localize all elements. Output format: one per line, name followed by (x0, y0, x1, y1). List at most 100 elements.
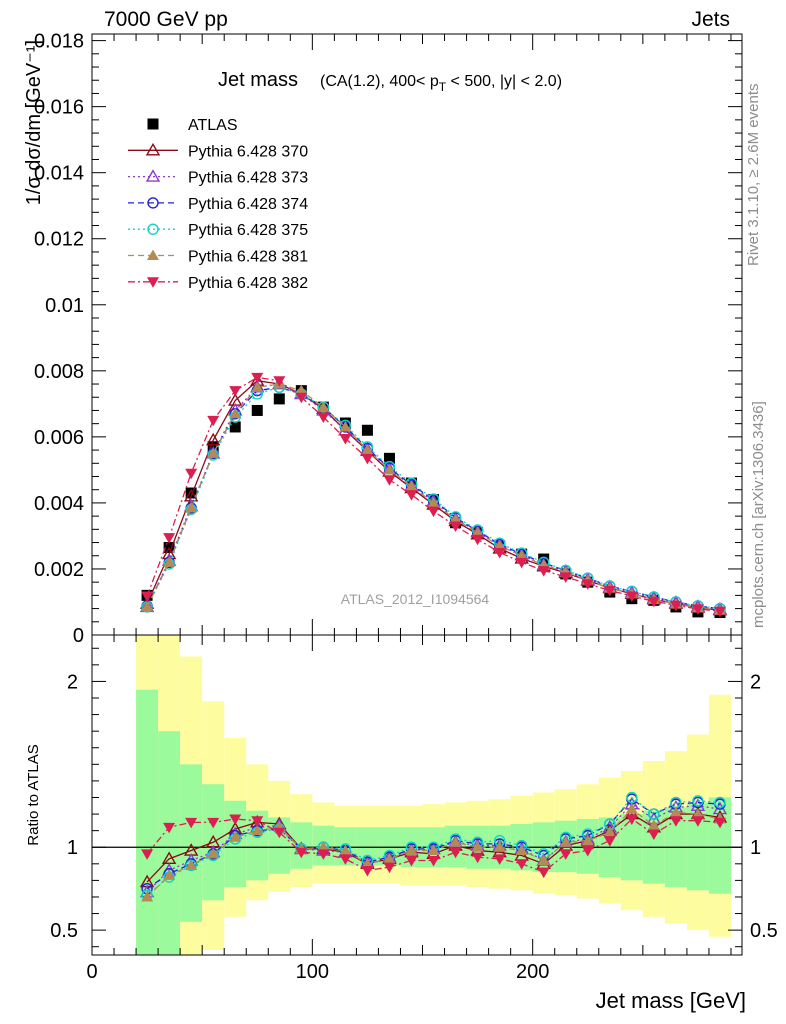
point-p382 (273, 376, 286, 387)
ratio-point-p375 (648, 808, 660, 820)
ratio-point-p375 (626, 791, 638, 804)
ratio-point-p381 (647, 819, 660, 831)
ratio-point-p382 (185, 817, 198, 829)
ratio-point-p382 (581, 846, 594, 857)
ratio-line-p382 (146, 818, 721, 873)
top-y-tick-label: 0.01 (45, 295, 84, 317)
point-p382 (207, 415, 220, 427)
ratio-y-tick-label-right: 0.5 (750, 920, 778, 942)
point-p381 (251, 381, 264, 392)
point-p382 (537, 566, 550, 577)
ratio-point-p381 (141, 890, 154, 902)
top-y-tick-label: 0.006 (34, 427, 84, 449)
x-axis-label: Jet mass [GeV] (596, 988, 746, 1013)
point-p382 (669, 600, 682, 612)
legend-label-p382: Pythia 6.428 382 (188, 275, 308, 292)
green-band-bin (356, 827, 379, 866)
point-p381 (405, 480, 418, 491)
legend-marker-ATLAS (147, 118, 159, 130)
chart-title: Jet mass (218, 69, 298, 91)
ratio-point-p382 (229, 814, 242, 826)
ratio-point-p381 (185, 859, 198, 870)
ratio-point-p381 (493, 841, 506, 852)
ratio-y-tick-label-right: 2 (750, 671, 761, 693)
point-p381 (493, 539, 506, 551)
ratio-point-p382 (515, 859, 528, 870)
point-p382 (449, 521, 462, 533)
ratio-point-p381 (449, 836, 462, 847)
series-line-p373 (146, 383, 721, 610)
analysis-watermark: ATLAS_2012_I1094564 (341, 591, 490, 607)
point-p382 (427, 506, 440, 518)
point-p382 (251, 372, 264, 384)
point-p382 (581, 579, 594, 590)
top-y-tick-label: 0.008 (34, 361, 84, 383)
point-p381 (141, 600, 154, 612)
point-p382 (295, 392, 308, 404)
point-p381 (295, 384, 308, 396)
point-p381 (427, 496, 440, 508)
legend-label-p373: Pythia 6.428 373 (188, 170, 308, 187)
ratio-point-p382 (669, 816, 682, 827)
point-ATLAS (251, 404, 263, 416)
ratio-point-p382 (691, 816, 704, 827)
header-right: Jets (691, 8, 730, 31)
legend-marker-p381 (147, 249, 159, 260)
point-p382 (141, 591, 154, 603)
ratio-point-p381 (383, 852, 396, 864)
ratio-point-p381 (427, 844, 440, 856)
ratio-y-tick-label-right: 1 (750, 837, 761, 859)
point-p382 (559, 572, 572, 583)
point-p382 (339, 434, 352, 445)
ratio-point-p381 (471, 841, 484, 852)
ratio-point-p381 (361, 857, 374, 869)
ratio-point-p381 (251, 824, 264, 836)
top-y-tick-label: 0.002 (34, 559, 84, 581)
point-p381 (163, 556, 176, 567)
ratio-point-p382 (647, 829, 660, 840)
ratio-point-p382 (559, 849, 572, 860)
ratio-point-p382 (339, 854, 352, 865)
point-p382 (185, 468, 198, 480)
ratio-point-p382 (625, 814, 638, 826)
green-band-bin (136, 689, 159, 955)
top-y-tick-label: 0.004 (34, 493, 84, 515)
ratio-y-tick-label: 1 (67, 837, 78, 859)
point-p381 (471, 526, 484, 538)
ratio-point-p382 (163, 822, 176, 834)
legend-marker-p374 (147, 197, 159, 209)
point-p382 (647, 596, 660, 608)
ratio-point-p381 (537, 854, 550, 865)
series-p382 (141, 372, 726, 618)
point-p381 (229, 407, 242, 419)
legend-label-p374: Pythia 6.428 374 (188, 196, 308, 213)
ratio-panel-series (139, 791, 728, 902)
green-band-bin (686, 802, 709, 891)
point-p381 (383, 463, 396, 475)
point-ATLAS (383, 452, 395, 464)
ratio-point-p382 (713, 817, 726, 829)
top-y-tick-label: 0.016 (34, 97, 84, 119)
ratio-point-p381 (559, 836, 572, 847)
ratio-point-p382 (317, 849, 330, 860)
ratio-point-p381 (405, 844, 418, 856)
ratio-y-axis-label: Ratio to ATLAS (25, 744, 42, 845)
point-p382 (317, 412, 330, 424)
top-panel-series (139, 372, 728, 619)
point-p370 (205, 432, 221, 446)
point-p381 (339, 420, 352, 432)
ratio-point-p382 (405, 855, 418, 867)
legend-marker-p370 (145, 142, 161, 156)
top-y-axis-label: 1/σ dσ/dm [GeV⁻¹] (23, 40, 45, 205)
point-p382 (493, 547, 506, 559)
ratio-panel-frame (91, 634, 743, 956)
ratio-point-p382 (427, 855, 440, 867)
ratio-point-p382 (449, 847, 462, 859)
point-ATLAS (361, 424, 373, 436)
point-ATLAS (273, 393, 285, 405)
top-y-tick-label: 0.012 (34, 229, 84, 251)
ratio-point-p381 (625, 803, 638, 814)
ratio-point-p382 (273, 827, 286, 839)
ratio-point-p382 (251, 816, 264, 827)
